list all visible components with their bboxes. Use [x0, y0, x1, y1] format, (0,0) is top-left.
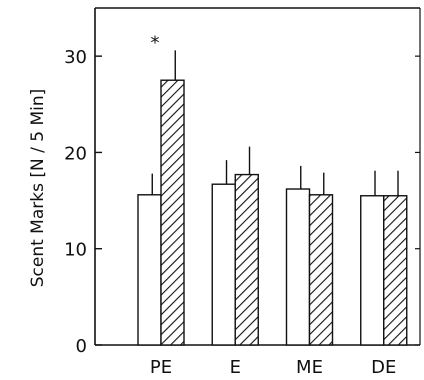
y-tick-label: 30 — [64, 47, 87, 68]
bar-hatched — [383, 195, 408, 346]
y-tick-label: 20 — [64, 143, 87, 164]
y-tick-label: 10 — [64, 240, 87, 261]
bar-open — [285, 188, 311, 346]
bar-open — [360, 195, 385, 346]
x-tick-label: E — [230, 357, 241, 378]
bar-open — [211, 183, 236, 346]
bar-hatched — [234, 173, 259, 346]
significance-asterisk: * — [151, 32, 160, 53]
y-axis: 0 10 20 30 — [64, 47, 420, 357]
bar-hatched — [308, 194, 334, 346]
x-tick-label: PE — [150, 357, 172, 378]
x-tick-label: ME — [296, 357, 323, 378]
y-tick-label: 0 — [76, 336, 87, 357]
bars: * — [137, 32, 408, 346]
y-axis-label: Scent Marks [N / 5 Min] — [28, 89, 48, 288]
x-axis: PE E ME DE — [150, 357, 396, 378]
x-tick-label: DE — [371, 357, 396, 378]
bar-hatched — [160, 79, 185, 346]
bar-open — [137, 194, 162, 346]
